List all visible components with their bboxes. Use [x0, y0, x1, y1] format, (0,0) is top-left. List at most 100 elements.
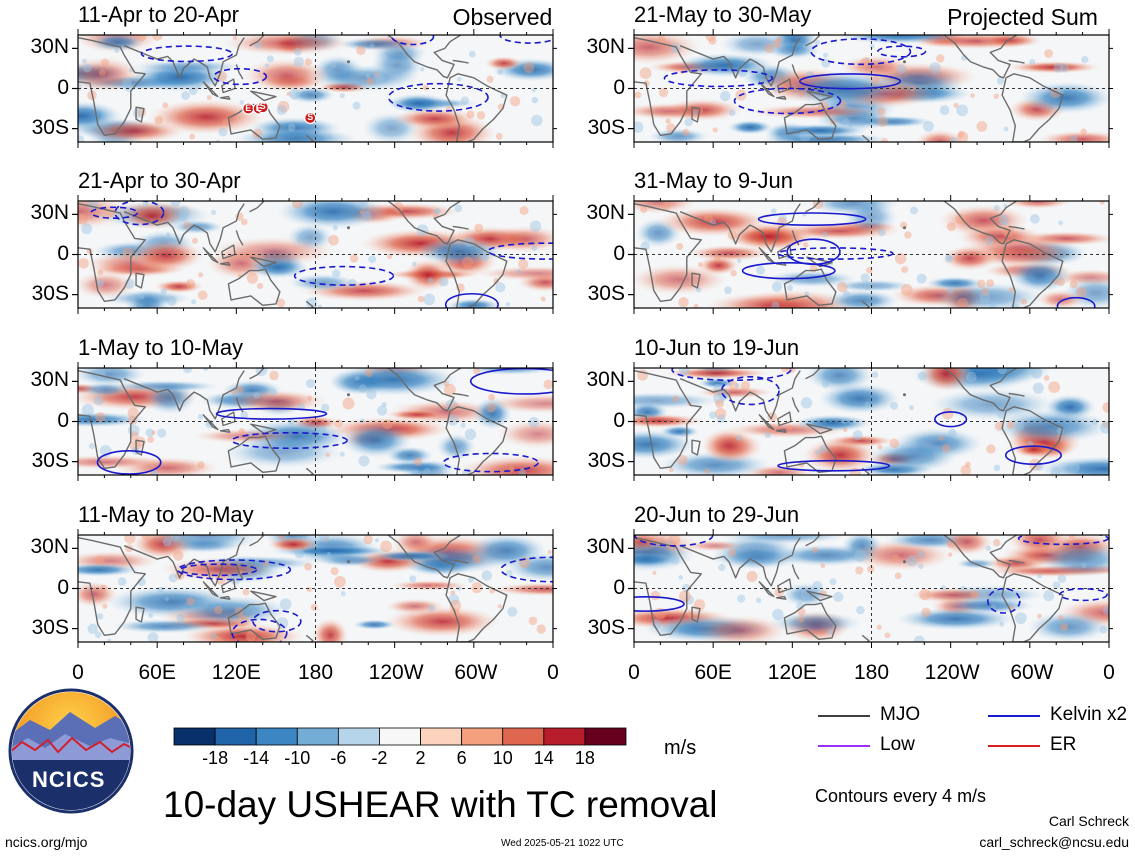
colorbar-tick: 18 [574, 748, 595, 768]
lat-label: 30N [30, 201, 69, 225]
lat-label: 30N [30, 35, 69, 59]
tc-marker-label: S [307, 111, 314, 122]
lon-label: 120W [924, 661, 980, 684]
panel-period-title: 10-Jun to 19-Jun [634, 335, 800, 360]
colorbar-segment [584, 727, 627, 746]
lat-label: 30N [586, 368, 625, 392]
lat-label: 30N [30, 535, 69, 559]
lat-label: 30S [587, 281, 625, 305]
colorbar-tick: -10 [284, 748, 311, 768]
colorbar-tick: -18 [202, 748, 229, 768]
map-panel [628, 362, 1113, 481]
contour-note: Contours every 4 m/s [815, 786, 987, 806]
lat-label: 30S [31, 281, 69, 305]
lat-label: 30N [586, 35, 625, 59]
lat-label: 30N [30, 368, 69, 392]
units-label: m/s [664, 737, 697, 759]
lat-label: 0 [613, 408, 625, 432]
lat-label: 0 [57, 241, 69, 265]
colorbar-segment [296, 727, 339, 746]
shear-field [634, 201, 1109, 308]
legend-label: MJO [880, 704, 921, 725]
map-panel [628, 529, 1113, 648]
lon-label: 0 [72, 661, 84, 684]
lat-label: 30S [31, 615, 69, 639]
lat-label: 0 [613, 241, 625, 265]
lat-label: 30S [587, 115, 625, 139]
logo-text: NCICS [32, 767, 106, 792]
colorbar-tick: -14 [243, 748, 270, 768]
colorbar-segment [173, 727, 216, 746]
map-panel [628, 29, 1113, 148]
shear-field [78, 201, 553, 308]
lon-label: 0 [628, 661, 640, 684]
shear-field [78, 535, 553, 642]
colorbar [173, 727, 627, 746]
panel-period-title: 21-May to 30-May [634, 2, 812, 27]
panel-period-title: 20-Jun to 29-Jun [634, 502, 800, 527]
colorbar-segment [379, 727, 421, 746]
colorbar-segment [461, 727, 504, 746]
shear-field [78, 35, 553, 142]
lon-label: 120E [767, 661, 817, 684]
lat-label: 0 [57, 408, 69, 432]
map-panel [72, 362, 557, 481]
footer-author: Carl Schreck [1048, 813, 1129, 829]
lat-label: 30N [586, 201, 625, 225]
panel-period-title: 31-May to 9-Jun [634, 168, 793, 193]
lat-label: 0 [613, 75, 625, 99]
map-panel [72, 195, 557, 314]
lon-label: 180 [853, 661, 890, 684]
panel-period-title: 11-May to 20-May [78, 502, 254, 527]
tc-marker [256, 101, 269, 114]
lat-label: 30S [587, 615, 625, 639]
shear-field [634, 535, 1109, 642]
lat-label: 30N [586, 535, 625, 559]
lat-label: 30S [587, 448, 625, 472]
tc-marker-label: E [245, 102, 252, 113]
panel-period-title: 11-Apr to 20-Apr [78, 2, 240, 27]
footer-timestamp: Wed 2025-05-21 1022 UTC [501, 838, 624, 849]
colorbar-segment [337, 727, 380, 746]
lat-label: 0 [57, 75, 69, 99]
map-panel [628, 195, 1113, 314]
colorbar-tick: 14 [533, 748, 554, 768]
colorbar-tick: -2 [371, 748, 388, 768]
lat-label: 30S [31, 115, 69, 139]
colorbar-segment [420, 727, 463, 746]
shear-field [78, 368, 553, 475]
contour-legend [818, 715, 1040, 747]
footer-email: carl_schreck@ncsu.edu [979, 834, 1129, 850]
lon-label: 120E [211, 661, 261, 684]
lon-label: 0 [547, 661, 559, 684]
shear-field [634, 368, 1109, 475]
lat-label: 0 [613, 575, 625, 599]
column-label: Observed [452, 4, 553, 30]
footer-website: ncics.org/mjo [5, 834, 88, 850]
map-panels [72, 29, 1113, 648]
tc-marker [304, 111, 317, 125]
tc-marker-label: E [255, 102, 262, 113]
lon-label: 180 [297, 661, 334, 684]
legend-label: Low [880, 734, 915, 755]
colorbar-segment [255, 727, 298, 746]
panel-period-title: 1-May to 10-May [78, 335, 244, 360]
lon-label: 60W [1010, 661, 1054, 684]
legend-label: Kelvin x2 [1050, 704, 1128, 725]
lon-label: 60E [138, 661, 176, 684]
colorbar-tick: 10 [492, 748, 513, 768]
lon-label: 0 [1103, 661, 1115, 684]
colorbar-segment [214, 727, 257, 746]
tc-marker-label: S [259, 101, 266, 112]
column-label: Projected Sum [947, 4, 1098, 30]
colorbar-segment [543, 727, 586, 746]
map-panel [72, 29, 557, 148]
panel-period-title: 21-Apr to 30-Apr [78, 168, 241, 193]
legend-label: ER [1050, 734, 1077, 755]
map-panel [72, 529, 557, 648]
main-title: 10-day USHEAR with TC removal [163, 784, 718, 825]
lat-label: 30S [31, 448, 69, 472]
lon-label: 60W [454, 661, 498, 684]
ncics-logo [8, 688, 134, 814]
